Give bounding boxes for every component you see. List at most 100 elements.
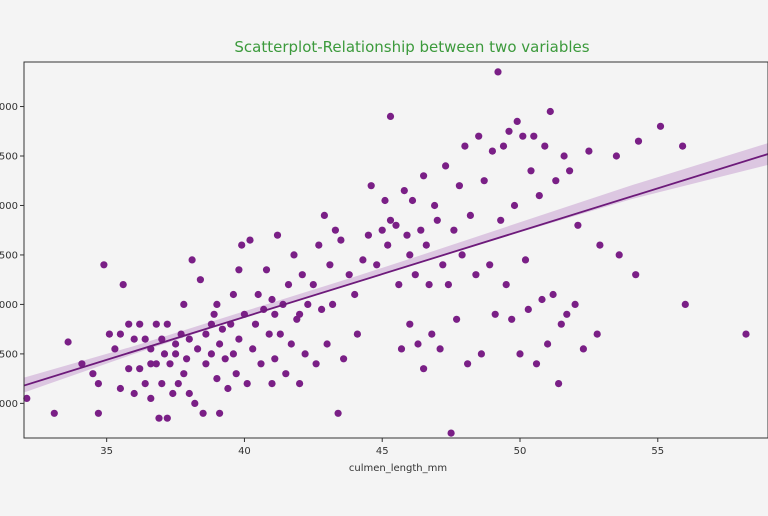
- data-point: [359, 256, 367, 264]
- y-tick-label: 4500: [0, 250, 18, 261]
- data-point: [298, 271, 306, 279]
- data-point: [94, 380, 102, 388]
- data-point: [596, 241, 604, 249]
- data-point: [185, 389, 193, 398]
- data-point: [386, 112, 395, 120]
- data-points-layer: [23, 68, 750, 437]
- data-point: [425, 281, 433, 289]
- data-point: [216, 340, 224, 348]
- data-point: [213, 300, 221, 308]
- data-point: [229, 290, 237, 299]
- data-point: [207, 350, 215, 358]
- data-point: [546, 107, 554, 116]
- data-point: [271, 310, 279, 318]
- data-point: [397, 345, 406, 353]
- data-point: [563, 310, 571, 318]
- data-point: [403, 231, 411, 239]
- data-point: [105, 330, 113, 338]
- data-point: [560, 152, 568, 160]
- confidence-band: [24, 143, 768, 393]
- data-point: [180, 370, 188, 378]
- data-point: [199, 409, 207, 417]
- data-point: [530, 132, 538, 140]
- data-point: [447, 429, 455, 437]
- y-tick-label: 3000: [0, 399, 18, 410]
- data-point: [384, 241, 392, 249]
- data-point: [499, 142, 508, 150]
- plot-area: [24, 62, 768, 438]
- data-point: [505, 127, 513, 135]
- data-point: [422, 241, 430, 249]
- data-point: [521, 256, 530, 264]
- data-point: [378, 226, 386, 234]
- data-point: [532, 360, 541, 368]
- data-point: [136, 320, 144, 328]
- data-point: [411, 271, 419, 279]
- data-point: [331, 226, 339, 234]
- data-point: [433, 216, 441, 224]
- data-point: [232, 370, 240, 378]
- data-point: [444, 281, 452, 289]
- data-point: [262, 266, 271, 274]
- data-point: [535, 192, 543, 200]
- x-tick-label: 40: [238, 446, 251, 457]
- data-point: [431, 201, 439, 210]
- data-point: [188, 256, 196, 264]
- data-point: [155, 414, 163, 422]
- regression-line: [23, 153, 768, 387]
- data-point: [552, 177, 560, 185]
- data-point: [160, 350, 169, 358]
- data-point: [527, 167, 535, 175]
- data-point: [309, 281, 317, 289]
- data-point: [516, 350, 524, 358]
- x-tick-label: 45: [376, 446, 389, 457]
- data-point: [464, 360, 472, 368]
- data-point: [238, 241, 246, 249]
- data-point: [406, 320, 414, 328]
- x-tick-label: 35: [100, 446, 113, 457]
- data-point: [265, 330, 273, 338]
- data-point: [340, 355, 348, 363]
- data-point: [221, 355, 229, 363]
- data-point: [477, 350, 485, 358]
- data-point: [235, 266, 243, 274]
- data-point: [593, 330, 601, 338]
- data-point: [183, 355, 191, 363]
- data-point: [282, 370, 290, 378]
- data-point: [367, 182, 375, 190]
- data-point: [634, 137, 643, 145]
- data-point: [202, 360, 210, 368]
- data-point: [194, 345, 202, 353]
- data-point: [395, 281, 403, 289]
- data-point: [486, 261, 494, 269]
- data-point: [337, 236, 345, 244]
- data-point: [566, 167, 574, 175]
- data-point: [555, 380, 563, 388]
- data-point: [315, 241, 323, 249]
- data-point: [169, 389, 177, 398]
- data-point: [351, 290, 359, 299]
- data-point: [494, 68, 502, 76]
- data-point: [50, 409, 58, 417]
- data-point: [442, 162, 450, 170]
- data-point: [615, 251, 623, 259]
- data-point: [257, 360, 265, 368]
- plot-frame: [23, 61, 768, 439]
- data-point: [679, 142, 687, 150]
- data-point: [111, 345, 119, 353]
- data-point: [163, 320, 171, 328]
- data-point: [420, 172, 428, 180]
- x-axis-ticks: 35 40 45 50 55: [100, 438, 664, 457]
- data-point: [141, 380, 149, 388]
- data-point: [612, 152, 621, 160]
- data-point: [210, 310, 218, 318]
- data-point: [296, 380, 304, 388]
- data-point: [268, 380, 276, 388]
- data-point: [439, 261, 447, 269]
- data-point: [538, 295, 546, 304]
- data-point: [461, 142, 469, 150]
- data-point: [125, 365, 133, 373]
- data-point: [172, 350, 180, 358]
